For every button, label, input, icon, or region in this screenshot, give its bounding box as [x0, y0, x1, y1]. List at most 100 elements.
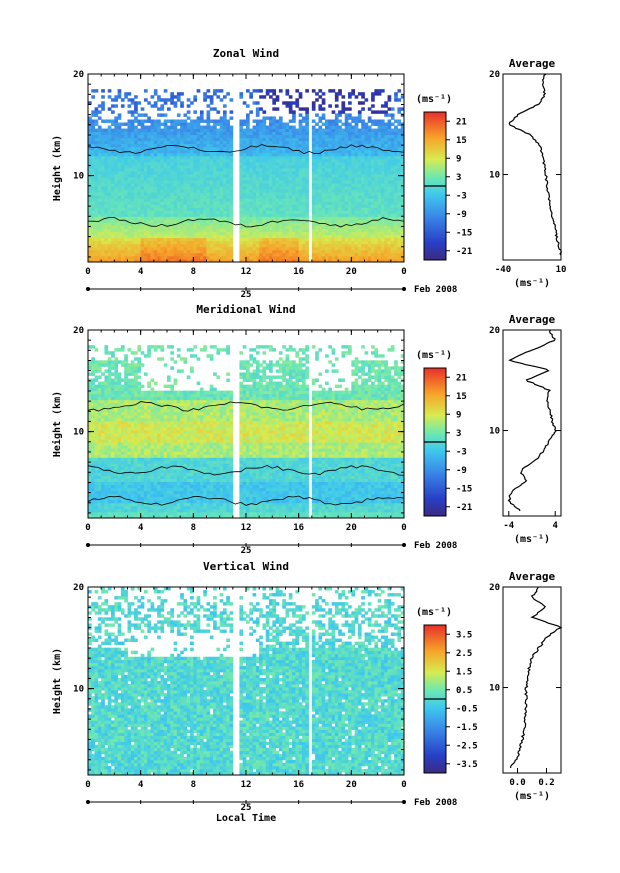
heatmap-cell — [167, 98, 171, 102]
heatmap-cell — [140, 168, 145, 172]
heatmap-cell — [338, 177, 342, 181]
heatmap-cell — [374, 222, 379, 227]
heatmap-cell — [229, 174, 234, 178]
heatmap-cell — [354, 201, 359, 205]
heatmap-cell — [176, 207, 181, 211]
heatmap-cell — [130, 198, 135, 202]
heatmap-cell — [357, 140, 362, 145]
heatmap-cell — [344, 186, 349, 190]
heatmap-cell — [397, 161, 402, 166]
heatmap-cell — [249, 204, 253, 208]
heatmap-cell — [334, 240, 339, 245]
heatmap-cell — [97, 436, 102, 440]
heatmap-cell — [114, 143, 119, 148]
heatmap-cell — [252, 192, 257, 196]
heatmap-cell — [377, 155, 382, 160]
heatmap-cell — [285, 171, 290, 175]
heatmap-cell — [288, 192, 293, 196]
heatmap-cell — [117, 246, 122, 251]
heatmap-cell — [199, 116, 204, 120]
heatmap-cell — [255, 149, 260, 154]
heatmap-cell — [252, 131, 257, 136]
heatmap-cell — [203, 125, 207, 129]
heatmap-cell — [374, 158, 379, 163]
heatmap-cell — [94, 237, 99, 242]
heatmap-cell — [104, 252, 109, 257]
heatmap-cell — [269, 168, 273, 172]
heatmap-cell — [97, 511, 102, 516]
heatmap-cell — [242, 219, 247, 223]
heatmap-cell — [186, 152, 191, 157]
heatmap-cell — [282, 240, 286, 245]
heatmap-cell — [160, 189, 165, 193]
heatmap-cell — [229, 180, 234, 184]
heatmap-cell — [176, 155, 181, 160]
heatmap-cell — [91, 249, 95, 254]
heatmap-cell — [311, 237, 316, 242]
heatmap-cell — [374, 152, 379, 157]
heatmap-cell — [97, 125, 102, 129]
heatmap-cell — [114, 183, 119, 187]
heatmap-cell — [246, 189, 250, 193]
heatmap-cell — [101, 207, 105, 211]
heatmap-cell — [321, 174, 326, 178]
heatmap-cell — [321, 207, 326, 211]
heatmap-cell — [97, 177, 102, 181]
heatmap-cell — [325, 128, 329, 133]
heatmap-cell — [104, 237, 109, 242]
heatmap-cell — [199, 180, 204, 184]
heatmap-cell — [160, 252, 165, 257]
heatmap-cell — [127, 201, 132, 205]
heatmap-cell — [199, 146, 204, 151]
heatmap-cell — [272, 98, 277, 102]
heatmap-cell — [387, 213, 392, 217]
heatmap-cell — [219, 228, 224, 233]
heatmap-cell — [213, 137, 217, 142]
heatmap-cell — [394, 146, 398, 151]
heatmap-cell — [130, 125, 135, 129]
heatmap-cell — [246, 128, 250, 133]
heatmap-cell — [176, 252, 181, 257]
heatmap-cell — [143, 134, 148, 139]
heatmap-cell — [325, 152, 329, 157]
heatmap-cell — [387, 228, 392, 233]
y-tick-label: 20 — [73, 70, 84, 80]
heatmap-cell — [338, 252, 342, 257]
heatmap-cell — [101, 128, 105, 133]
heatmap-cell — [272, 116, 277, 120]
heatmap-cell — [344, 195, 349, 199]
heatmap-cell — [213, 177, 217, 181]
heatmap-cell — [367, 116, 372, 120]
heatmap-cell — [222, 237, 227, 242]
heatmap-cell — [104, 222, 109, 227]
heatmap-cell — [94, 448, 99, 452]
heatmap-cell — [387, 168, 392, 172]
heatmap-cell — [91, 427, 95, 431]
heatmap-cell — [190, 243, 194, 248]
heatmap-cell — [367, 107, 372, 111]
heatmap-cell — [150, 183, 155, 187]
heatmap-cell — [292, 225, 296, 230]
heatmap-cell — [157, 122, 161, 126]
heatmap-cell — [222, 231, 227, 236]
heatmap-cell — [160, 107, 165, 111]
heatmap-cell — [147, 137, 151, 142]
heatmap-cell — [203, 92, 207, 96]
heatmap-cell — [351, 252, 356, 257]
heatmap-cell — [186, 213, 191, 217]
heatmap-cell — [88, 402, 92, 407]
heatmap-cell — [94, 168, 99, 172]
heatmap-cell — [269, 119, 273, 123]
heatmap-cell — [367, 192, 372, 196]
heatmap-cell — [249, 189, 253, 193]
heatmap-cell — [157, 246, 161, 251]
heatmap-cell — [364, 180, 369, 184]
heatmap-cell — [315, 246, 319, 251]
heatmap-cell — [285, 122, 290, 126]
heatmap-cell — [94, 457, 99, 461]
heatmap-cell — [97, 484, 102, 489]
heatmap-cell — [252, 204, 257, 208]
heatmap-cell — [101, 514, 105, 519]
heatmap-cell — [315, 216, 319, 220]
heatmap-cell — [199, 237, 204, 242]
